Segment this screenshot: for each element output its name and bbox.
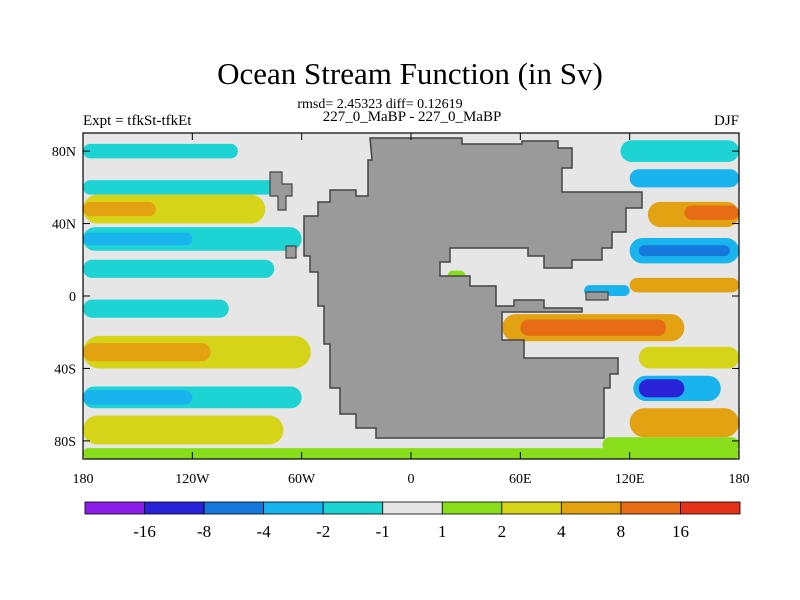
contour-band	[638, 245, 730, 257]
contour-band	[83, 143, 238, 159]
contour-band	[83, 390, 193, 405]
chart-title: Ocean Stream Function (in Sv)	[217, 56, 603, 91]
colorbar-tick-label: -4	[257, 522, 272, 541]
y-tick-label: 80S	[54, 435, 76, 450]
x-tick-label: 180	[73, 472, 94, 487]
colorbar-tick-label: -16	[133, 522, 156, 541]
contour-band	[638, 379, 685, 398]
colorbar-tick-label: -8	[197, 522, 211, 541]
colorbar-swatch	[322, 501, 384, 515]
y-tick-label: 40S	[54, 362, 76, 377]
colorbar-tick-label: -1	[376, 522, 390, 541]
colorbar-swatch	[144, 501, 205, 515]
axis-ticks: 180 120W 60W 0 60E 120E 180 80N 40N 0 40S 80S	[52, 133, 750, 487]
y-tick-label: 80N	[52, 145, 76, 160]
contour-band	[629, 277, 739, 293]
colorbar-swatch	[203, 501, 265, 515]
colorbar-swatch	[501, 501, 562, 515]
contour-band	[83, 415, 284, 445]
arctic-island-landmass	[269, 171, 293, 211]
contour-band	[638, 346, 739, 369]
x-tick-label: 180	[729, 472, 750, 487]
y-tick-label: 0	[69, 290, 76, 305]
colorbar-tick-label: 1	[438, 522, 447, 541]
colorbar-swatch	[620, 501, 681, 515]
colorbar-swatch	[560, 501, 622, 515]
contour-band	[83, 232, 193, 246]
contour-band	[620, 140, 739, 162]
experiment-label: Expt = tfkSt-tfkEt	[83, 113, 192, 129]
contour-band	[602, 437, 739, 452]
contour-band	[83, 259, 275, 278]
contour-band	[83, 201, 156, 217]
season-label: DJF	[714, 113, 739, 129]
colorbar-swatch	[441, 501, 503, 515]
x-tick-label: 120E	[615, 472, 645, 487]
colorbar-tick-label: 2	[498, 522, 507, 541]
contour-band	[629, 408, 739, 438]
y-tick-label: 40N	[52, 218, 76, 233]
x-tick-label: 60W	[288, 472, 316, 487]
x-tick-label: 120W	[175, 472, 210, 487]
colorbar-swatch	[382, 501, 443, 515]
x-tick-label: 60E	[509, 472, 532, 487]
colorbar-swatch	[84, 501, 145, 515]
landmass	[269, 137, 643, 439]
contour-band	[629, 169, 739, 188]
x-tick-label: 0	[408, 472, 415, 487]
period-label: 227_0_MaBP - 227_0_MaBP	[323, 109, 502, 125]
colorbar-tick-label: 8	[617, 522, 626, 541]
equatorial-island-landmass	[585, 291, 609, 301]
western-islet-landmass	[285, 245, 297, 259]
colorbar: -16 -8 -4 -2 -1 1 2 4 8 16	[84, 501, 741, 541]
colorbar-swatch	[263, 501, 324, 515]
contour-band	[83, 299, 229, 318]
contour-band	[520, 319, 667, 336]
colorbar-tick-label: 4	[557, 522, 566, 541]
contour-band	[83, 343, 211, 362]
colorbar-swatch	[680, 501, 741, 515]
supercontinent-landmass	[303, 137, 643, 439]
contour-band	[83, 180, 284, 195]
colorbar-tick-label: -2	[316, 522, 330, 541]
chart-subtitle: rmsd= 2.45323 diff= 0.12619	[297, 97, 462, 112]
contour-band	[684, 205, 739, 220]
contour-fields	[83, 140, 739, 459]
colorbar-tick-label: 16	[672, 522, 689, 541]
